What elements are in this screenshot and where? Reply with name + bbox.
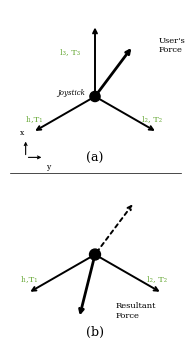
Text: Joystick: Joystick [57,89,85,97]
Text: User's
Force: User's Force [158,37,185,55]
Text: x: x [20,129,24,137]
Text: (b): (b) [86,326,104,339]
Text: l₂, T₂: l₂, T₂ [147,275,167,283]
Circle shape [90,91,100,101]
Text: y: y [46,163,50,171]
Text: Resultant
Force: Resultant Force [115,303,156,320]
Text: l₃, T₃: l₃, T₃ [59,49,80,57]
Text: l₁,T₁: l₁,T₁ [21,275,38,283]
Text: l₂, T₂: l₂, T₂ [142,115,163,123]
Circle shape [89,249,101,260]
Text: l₁,T₁: l₁,T₁ [25,115,43,123]
Text: (a): (a) [86,152,104,165]
